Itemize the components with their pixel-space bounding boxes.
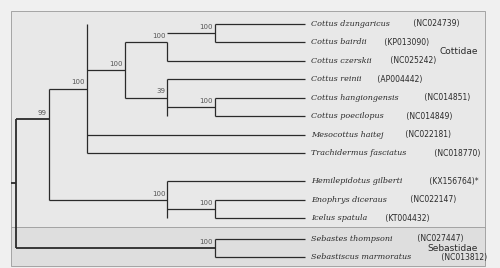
Text: (NC024739): (NC024739) (412, 19, 460, 28)
Text: (AP004442): (AP004442) (375, 75, 422, 84)
Text: (KP013090): (KP013090) (382, 38, 429, 47)
Text: (KT004432): (KT004432) (382, 214, 429, 223)
Text: (NC014851): (NC014851) (422, 93, 470, 102)
Text: Cottus hangiongensis: Cottus hangiongensis (311, 94, 398, 102)
Text: Mesocottus haitej: Mesocottus haitej (311, 131, 384, 139)
Text: Cottus czerskii: Cottus czerskii (311, 57, 372, 65)
Text: (NC014849): (NC014849) (404, 112, 452, 121)
Text: (NC027447): (NC027447) (414, 234, 463, 243)
Text: 100: 100 (200, 24, 213, 29)
Text: Sebastes thompsoni: Sebastes thompsoni (311, 235, 392, 243)
Text: (KX156764)*: (KX156764)* (427, 177, 479, 186)
Text: 100: 100 (200, 98, 213, 104)
Text: (NC022181): (NC022181) (403, 131, 451, 139)
Text: (NC025242): (NC025242) (388, 56, 436, 65)
Text: Cottus poecilopus: Cottus poecilopus (311, 112, 384, 120)
Bar (11, 11, 485, 228)
Text: 100: 100 (152, 33, 166, 39)
Text: Cottus reinii: Cottus reinii (311, 75, 362, 83)
Text: Sebastiscus marmoratus: Sebastiscus marmoratus (311, 253, 411, 261)
Text: Enophrys diceraus: Enophrys diceraus (311, 196, 387, 204)
Text: Icelus spatula: Icelus spatula (311, 214, 367, 222)
Text: 100: 100 (200, 239, 213, 245)
Text: 39: 39 (156, 88, 166, 95)
Text: (NC022147): (NC022147) (408, 195, 456, 204)
Text: Trachidermus fasciatus: Trachidermus fasciatus (311, 150, 406, 158)
Text: Cottus dzungaricus: Cottus dzungaricus (311, 20, 390, 28)
Text: Cottus bairdii: Cottus bairdii (311, 38, 366, 46)
Text: Sebastidae: Sebastidae (428, 244, 478, 252)
Text: 100: 100 (110, 61, 123, 67)
Text: 100: 100 (152, 191, 166, 196)
Text: Cottidae: Cottidae (440, 47, 478, 56)
Text: (NC013812): (NC013812) (438, 253, 486, 262)
Text: 100: 100 (72, 79, 85, 85)
Bar (11, 227, 485, 266)
Text: Hemilepidotus gilberti: Hemilepidotus gilberti (311, 177, 402, 185)
Text: 99: 99 (38, 110, 47, 116)
Text: 100: 100 (200, 200, 213, 206)
Text: (NC018770): (NC018770) (432, 149, 480, 158)
